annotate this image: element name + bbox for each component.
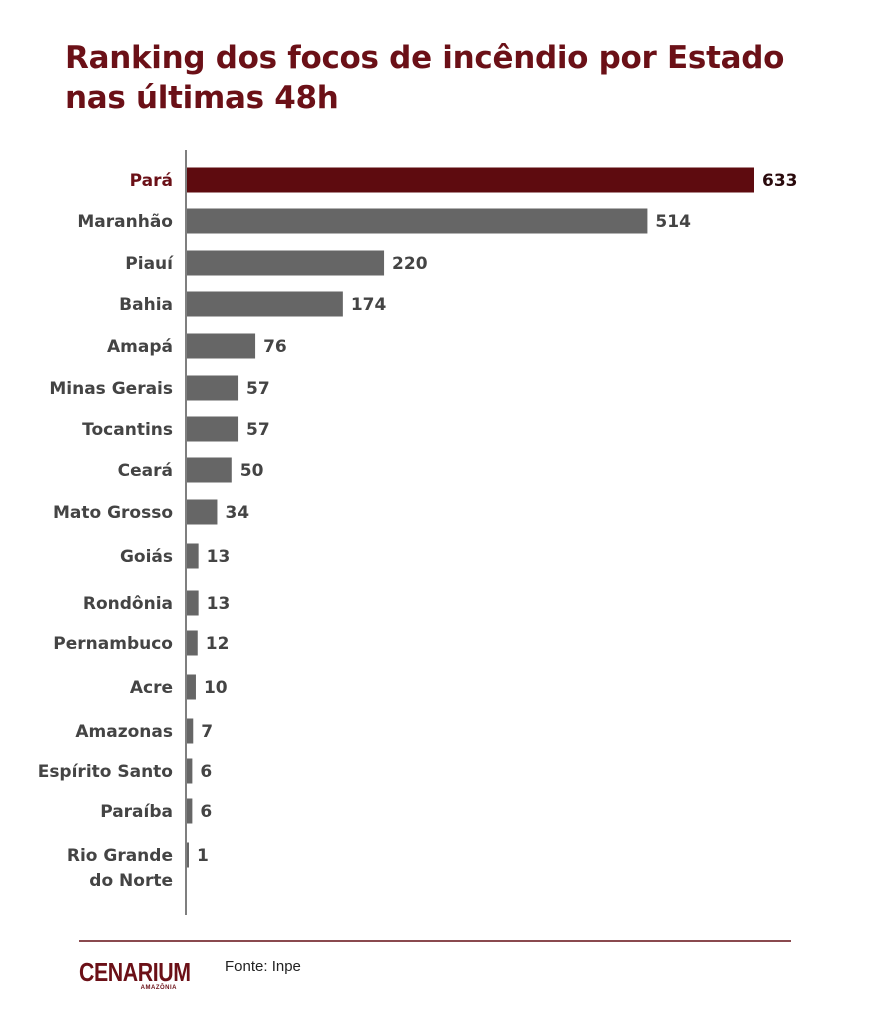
value-label-goias: 13 [207, 547, 231, 567]
value-label-acre: 10 [204, 678, 228, 698]
category-label-paraiba: Paraíba [100, 802, 173, 822]
bar-tocantins [187, 416, 239, 442]
category-label-tocantins: Tocantins [82, 420, 173, 440]
category-label-espirito-santo: Espírito Santo [38, 762, 173, 782]
source-note: Fonte: Inpe [225, 958, 301, 975]
category-label-pernambuco: Pernambuco [53, 634, 173, 654]
bar-para [187, 167, 754, 193]
bar-bahia [187, 291, 343, 317]
bar-espirito-santo [187, 758, 193, 784]
value-label-espirito-santo: 6 [200, 762, 212, 782]
bar-rio-grande-do-norte [187, 842, 189, 868]
value-label-ceara: 50 [240, 461, 264, 481]
value-label-amazonas: 7 [201, 722, 213, 742]
value-label-para: 633 [762, 171, 798, 191]
value-label-bahia: 174 [351, 295, 387, 315]
category-label-maranhao: Maranhão [77, 212, 173, 232]
category-label-acre: Acre [130, 678, 173, 698]
category-label-para: Pará [130, 171, 173, 191]
value-label-paraiba: 6 [200, 802, 212, 822]
category-label-amazonas: Amazonas [75, 722, 173, 742]
category-label-piaui: Piauí [125, 254, 174, 274]
category-label-amapa: Amapá [107, 337, 173, 357]
chart-title-line-1: Ranking dos focos de incêndio por Estado [65, 40, 785, 76]
chart-title: Ranking dos focos de incêndio por Estado… [65, 38, 825, 118]
value-label-maranhao: 514 [655, 212, 691, 232]
category-label-goias: Goiás [120, 547, 173, 567]
bar-piaui [187, 250, 385, 276]
value-label-pernambuco: 12 [206, 634, 230, 654]
category-label-minas-gerais: Minas Gerais [49, 379, 173, 399]
bar-goias [187, 543, 199, 569]
value-label-tocantins: 57 [246, 420, 270, 440]
bar-minas-gerais [187, 375, 239, 401]
logo-subtitle: AMAZÔNIA [140, 985, 177, 991]
bar-rondonia [187, 590, 199, 616]
value-label-piaui: 220 [392, 254, 428, 274]
category-label-bahia: Bahia [119, 295, 173, 315]
value-label-minas-gerais: 57 [246, 379, 270, 399]
footer-divider [79, 940, 791, 942]
chart-title-line-2: nas últimas 48h [65, 80, 339, 116]
value-label-mato-grosso: 34 [225, 503, 249, 523]
cenarium-logo: CENARIUM AMAZÔNIA [79, 957, 191, 998]
bar-maranhao [187, 208, 648, 234]
category-label-rondonia: Rondônia [83, 594, 173, 614]
bar-amapa [187, 333, 256, 359]
bar-ceara [187, 457, 232, 483]
logo-wordmark: CENARIUM [79, 957, 191, 987]
bar-pernambuco [187, 630, 198, 656]
value-label-amapa: 76 [263, 337, 287, 357]
bar-acre [187, 674, 196, 700]
bar-paraiba [187, 798, 193, 824]
value-label-rio-grande-do-norte: 1 [197, 846, 209, 866]
category-label-ceara: Ceará [118, 461, 173, 481]
bar-mato-grosso [187, 499, 218, 525]
category-label-mato-grosso: Mato Grosso [53, 503, 173, 523]
bar-amazonas [187, 718, 194, 744]
category-label-rio-grande-do-norte: Rio Grande do Norte [67, 846, 173, 891]
bar-chart: Pará 633 Maranhão 514 Piauí 220 Bahia 174 Amapá 7… [38, 150, 798, 915]
value-label-rondonia: 13 [207, 594, 231, 614]
